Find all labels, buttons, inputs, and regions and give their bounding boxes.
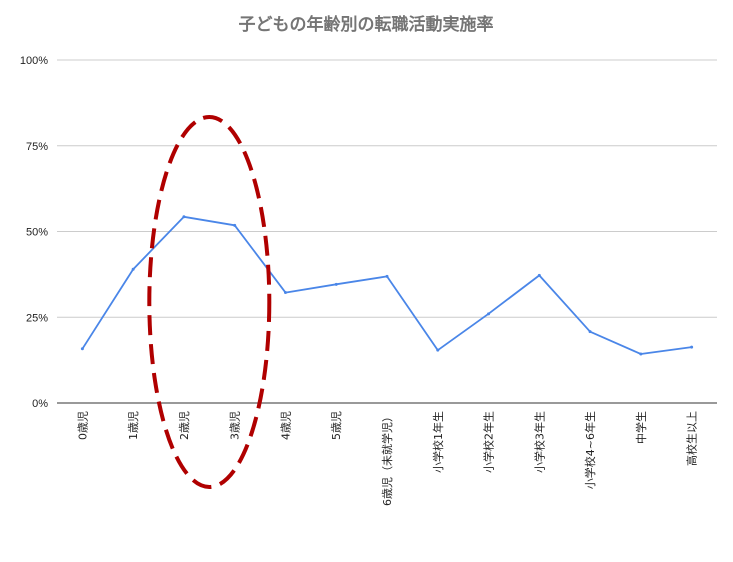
- y-tick-label: 25%: [26, 312, 48, 324]
- data-point: [537, 273, 541, 277]
- x-tick-label: 小学校4~6年生: [583, 411, 597, 489]
- highlight-ellipse-shape: [147, 115, 272, 489]
- x-tick-label: 5歳児: [330, 411, 343, 440]
- x-tick-label: 1歳児: [127, 411, 140, 440]
- x-tick-label: 小学校3年生: [532, 411, 546, 473]
- data-point: [487, 312, 491, 316]
- data-point: [233, 223, 237, 227]
- x-tick-label: 0歳児: [76, 411, 89, 440]
- data-point: [385, 274, 389, 278]
- y-tick-label: 0%: [32, 398, 48, 410]
- y-tick-label: 75%: [26, 141, 48, 153]
- x-tick-label: 4歳児: [279, 411, 292, 440]
- y-axis-ticks: 0% 25% 50% 75% 100%: [20, 55, 48, 410]
- chart-title: 子どもの年齢別の転職活動実施率: [239, 14, 494, 35]
- x-axis-ticks: 0歳児 1歳児 2歳児 3歳児 4歳児 5歳児 6歳児（未就学児） 小学校1年生 小学校2年生 小…: [76, 411, 698, 506]
- data-point: [588, 330, 592, 334]
- x-tick-label: 高校生以上: [685, 411, 699, 466]
- series-line-path: [81, 215, 692, 355]
- data-point: [690, 345, 694, 349]
- x-tick-label: 2歳児: [178, 411, 191, 440]
- data-point: [639, 352, 643, 356]
- x-tick-label: 小学校1年生: [431, 411, 445, 473]
- x-tick-label: 3歳児: [229, 411, 242, 440]
- data-point: [436, 348, 440, 352]
- data-point: [334, 282, 338, 286]
- data-point: [80, 347, 84, 351]
- x-tick-label: 小学校2年生: [482, 411, 496, 473]
- data-point: [182, 215, 186, 219]
- gridlines: [57, 59, 717, 404]
- series-line: [80, 215, 694, 356]
- x-tick-label: 中学生: [634, 411, 648, 444]
- highlight-ellipse: [147, 115, 272, 489]
- y-tick-label: 100%: [20, 55, 48, 67]
- data-point: [283, 291, 287, 295]
- y-tick-label: 50%: [26, 227, 48, 239]
- x-tick-label: 6歳児（未就学児）: [380, 411, 394, 506]
- data-point: [131, 267, 135, 271]
